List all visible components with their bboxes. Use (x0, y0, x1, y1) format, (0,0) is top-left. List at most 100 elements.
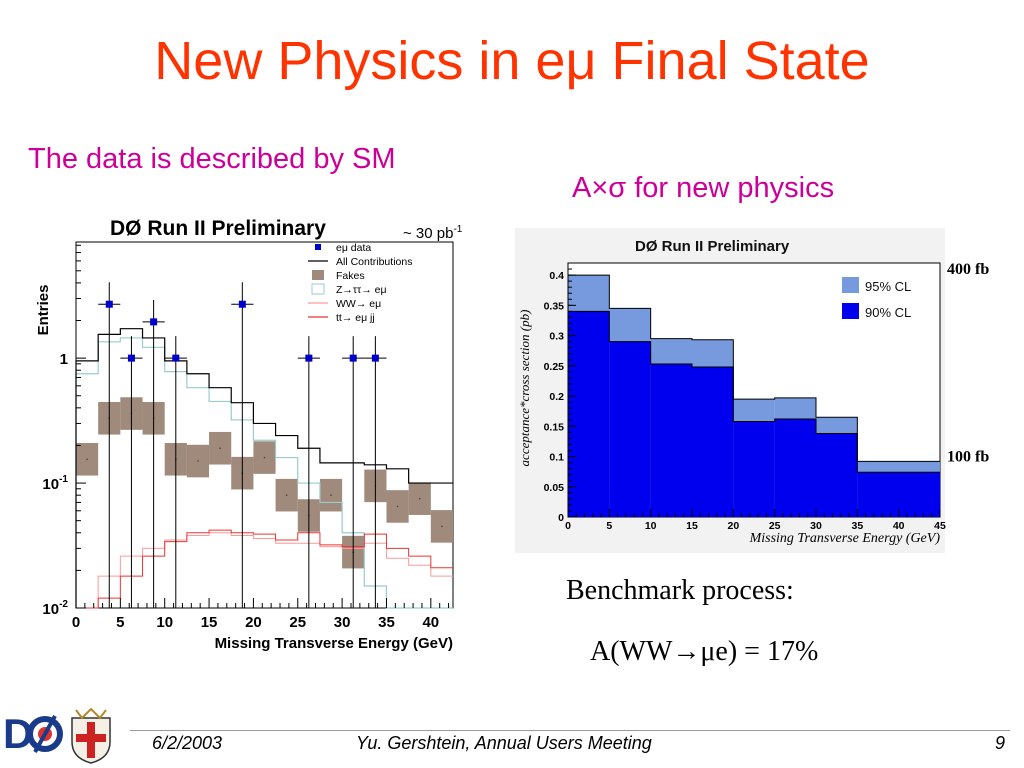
data-point (238, 300, 246, 308)
series-step-ttejj (76, 529, 453, 609)
right-y-tick-label: 0.3 (549, 331, 564, 343)
right-x-tick-label: 25 (769, 520, 781, 532)
benchmark-label: Benchmark process: (566, 575, 794, 606)
legend-data-marker (315, 244, 321, 250)
bar-90cl (568, 311, 610, 517)
right-y-tick-label: 0.15 (544, 421, 565, 433)
right-subtitle: A×σ for new physics (572, 172, 835, 204)
left-chart-title: DØ Run II Preliminary (110, 217, 326, 240)
fakes-center-point (330, 494, 332, 496)
right-y-tick-label: 0.2 (549, 391, 564, 403)
met-distribution-chart: DØ Run II Preliminary ~ 30 pb-1 110-110-… (35, 217, 463, 652)
legend-label: tt→ eμ jj (336, 312, 375, 324)
data-point (349, 354, 357, 362)
bar-90cl (650, 363, 692, 517)
footer-divider (130, 730, 1010, 731)
right-y-tick-label: 0.4 (549, 270, 564, 282)
footer-date: 6/2/2003 (152, 733, 223, 753)
right-x-tick-label: 40 (893, 520, 905, 532)
fakes-center-point (396, 505, 399, 508)
right-x-tick-label: 15 (686, 520, 698, 532)
left-y-tick-exp: -2 (59, 599, 68, 610)
bar-90cl (609, 341, 651, 517)
data-point (105, 300, 113, 308)
right-x-tick-label: 20 (727, 520, 739, 532)
legend-label: Fakes (336, 270, 365, 282)
right-y-axis-label: acceptance*cross section (pb) (517, 310, 532, 467)
bar-90cl (733, 421, 775, 517)
legend-swatch-90cl (842, 303, 859, 319)
left-y-tick-label: 10-2 (42, 599, 68, 618)
fakes-center-point (86, 458, 88, 461)
footer-author: Yu. Gershtein, Annual Users Meeting (356, 733, 652, 753)
left-x-tick-label: 20 (245, 614, 262, 631)
legend-swatch-95cl (842, 277, 859, 293)
left-x-tick-label: 10 (156, 614, 173, 631)
left-x-tick-label: 0 (72, 614, 80, 631)
right-x-axis-label: Missing Transverse Energy (GeV) (749, 531, 941, 546)
right-x-tick-label: 35 (851, 520, 863, 532)
luminosity-annotation: ~ 30 pb-1 (403, 224, 463, 242)
right-legend-label: 90% CL (865, 305, 911, 320)
dzero-logo: D (3, 710, 63, 757)
left-subtitle: The data is described by SM (28, 143, 396, 175)
footer-page-number: 9 (995, 733, 1006, 753)
right-chart-title: DØ Run II Preliminary (635, 238, 790, 255)
acceptance-cross-section-chart: DØ Run II Preliminary 0 0.05 0.1 0.15 0.2 0.2… (515, 228, 989, 553)
left-y-axis-label: Entries (35, 285, 52, 336)
legend-label: WW→ eμ (336, 298, 381, 310)
left-y-tick-label: 1 (60, 351, 68, 368)
left-x-tick-label: 25 (289, 614, 306, 631)
luminosity-exponent: -1 (453, 224, 462, 235)
benchmark-value: A(WW→μe) = 17% (590, 636, 819, 667)
right-x-tick-label: 45 (934, 520, 946, 532)
left-x-axis-label: Missing Transverse Energy (GeV) (215, 635, 453, 652)
right-y-tick-label: 0.1 (549, 452, 564, 464)
right-y-tick-label: 0 (558, 512, 564, 524)
side-label: 100 fb (947, 449, 989, 466)
outline-95cl (567, 274, 940, 517)
bar-90cl (816, 433, 858, 517)
outline-90cl (567, 310, 940, 517)
left-y-tick-base: 10 (42, 476, 59, 493)
luminosity-value: ~ 30 pb (403, 225, 453, 242)
data-point (150, 318, 158, 326)
fakes-center-point (219, 447, 221, 450)
legend-label: All Contributions (336, 256, 412, 268)
left-x-tick-label: 35 (378, 614, 395, 631)
left-y-tick-label: 10-1 (42, 474, 68, 493)
right-y-tick-label: 0.35 (544, 300, 565, 312)
right-y-tick-label: 0.25 (544, 361, 565, 373)
right-legend-label: 95% CL (865, 279, 911, 294)
data-point (371, 354, 379, 362)
right-x-tick-label: 10 (645, 520, 657, 532)
side-label: 400 fb (947, 261, 989, 278)
fakes-center-point (418, 497, 421, 500)
right-y-tick-label: 0.05 (544, 482, 565, 494)
slide-title: New Physics in eμ Final State (154, 31, 870, 91)
right-x-tick-label: 0 (565, 520, 571, 532)
fakes-center-point (197, 460, 199, 462)
fakes-center-point (285, 494, 288, 496)
left-y-tick-base: 1 (60, 351, 68, 368)
left-x-tick-label: 30 (334, 614, 351, 631)
left-x-tick-label: 5 (116, 614, 124, 631)
data-point (172, 354, 180, 362)
data-point (305, 354, 313, 362)
bar-90cl (774, 419, 816, 517)
university-crest-icon (71, 708, 111, 764)
legend-box-swatch (312, 270, 324, 280)
left-y-tick-base: 10 (42, 601, 59, 618)
legend-label: Z→ττ→ eμ (336, 284, 387, 296)
fakes-center-point (441, 525, 443, 528)
legend-label: eμ data (336, 242, 371, 254)
left-y-tick-exp: -1 (59, 474, 68, 485)
bar-90cl (692, 367, 734, 517)
series-step-wwe (76, 532, 453, 609)
left-x-tick-label: 15 (201, 614, 218, 631)
fakes-center-point (263, 456, 266, 459)
data-point (127, 354, 135, 362)
legend-outline-swatch (311, 283, 325, 295)
right-x-tick-label: 30 (810, 520, 822, 532)
series-step-allcontributions (75, 328, 453, 608)
